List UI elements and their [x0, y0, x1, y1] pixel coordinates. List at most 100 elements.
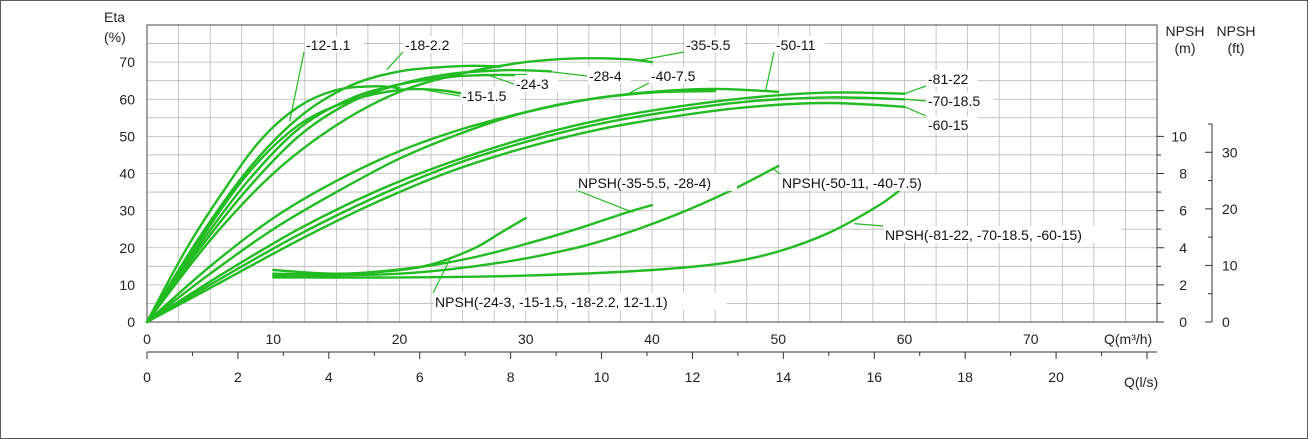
label-leader	[538, 69, 588, 77]
eta-tick-label: 60	[119, 91, 135, 107]
q-ls-tick-label: 8	[507, 369, 515, 385]
curve-label-35-5-5: -35-5.5	[686, 37, 731, 53]
label-background	[781, 174, 949, 191]
npsh-m-tick-label: 8	[1179, 166, 1187, 182]
q-ls-tick-label: 0	[143, 369, 151, 385]
curve-labels: -12-1.1 -18-2.2 -15-1.5 -24-3 -28-4 -35-5.5 -4…	[289, 36, 1122, 310]
npsh-curve-npsh-81-22-70-18-5-60-15	[272, 185, 906, 279]
eta-tick-label: 0	[127, 314, 135, 330]
label-background	[305, 36, 364, 53]
eta-tick-label: 70	[119, 54, 135, 70]
label-background	[404, 36, 463, 53]
npsh-ft-tick-label: 30	[1222, 144, 1238, 160]
q-m3h-tick-label: 30	[518, 331, 534, 347]
curve-label-npsh-35-5-5-28-4: NPSH(-35-5.5, -28-4)	[578, 175, 711, 191]
eta-curve-28-4	[145, 68, 553, 324]
q-m3h-axis-label: Q(m³/h)	[1104, 331, 1152, 347]
eta-curve-70-18-5	[145, 96, 906, 324]
npsh-ft-axis-label: NPSH	[1217, 23, 1256, 39]
label-leader	[904, 98, 927, 102]
curve-label-npsh-50-11-40-7-5: NPSH(-50-11, -40-7.5)	[782, 175, 922, 191]
q-m3h-tick-label: 20	[392, 331, 408, 347]
q-m3h-tick-label: 10	[265, 331, 281, 347]
curve-label-40-7-5: -40-7.5	[651, 68, 696, 84]
label-leader	[289, 51, 305, 122]
q-m3h-tick-label: 70	[1023, 331, 1039, 347]
label-background	[434, 293, 727, 310]
eta-curve-50-11	[145, 87, 780, 324]
q-ls-tick-label: 12	[685, 369, 701, 385]
label-leader	[386, 51, 404, 70]
label-background	[927, 116, 978, 133]
label-leader	[771, 167, 781, 175]
curve-label-28-4: -28-4	[589, 68, 622, 84]
npsh-m-tick-label: 0	[1179, 314, 1187, 330]
curve-label-81-22: -81-22	[928, 71, 969, 87]
npsh-m-axis-unit: (m)	[1175, 40, 1196, 56]
label-background	[927, 70, 978, 87]
label-leader	[904, 106, 927, 117]
npsh-ft-tick-label: 0	[1222, 314, 1230, 330]
label-background	[685, 36, 744, 53]
eta-axis-unit: (%)	[104, 29, 126, 45]
eta-curve-60-15	[145, 101, 906, 324]
eta-tick-label: 50	[119, 128, 135, 144]
q-ls-tick-label: 4	[325, 369, 333, 385]
label-background	[461, 87, 520, 104]
q-ls-tick-label: 6	[416, 369, 424, 385]
curve-label-24-3: -24-3	[516, 76, 549, 92]
q-m3h-tick-label: 50	[770, 331, 786, 347]
eta-curve-24-3	[145, 73, 527, 324]
curve-label-70-18-5: -70-18.5	[928, 93, 980, 109]
q-ls-tick-label: 2	[234, 369, 242, 385]
label-leader	[765, 51, 775, 91]
npsh-ft-tick-label: 20	[1222, 201, 1238, 217]
npsh-m-tick-label: 6	[1179, 203, 1187, 219]
eta-curve-15-1-5	[145, 87, 464, 324]
label-leader	[853, 223, 884, 227]
q-ls-tick-label: 18	[957, 369, 973, 385]
npsh-m-axis-label: NPSH	[1166, 23, 1205, 39]
npsh-ft-axis-unit: (ft)	[1227, 40, 1244, 56]
label-leader	[424, 89, 461, 97]
q-ls-axis-label: Q(l/s)	[1124, 374, 1158, 390]
curve-label-50-11: -50-11	[776, 37, 816, 53]
label-background	[577, 174, 737, 191]
label-background	[515, 75, 558, 92]
label-background	[775, 36, 826, 53]
q-ls-tick-label: 14	[776, 369, 792, 385]
label-background	[650, 67, 709, 84]
eta-tick-label: 10	[119, 277, 135, 293]
curve-label-18-2-2: -18-2.2	[405, 37, 450, 53]
npsh-ft-tick-label: 10	[1222, 257, 1238, 273]
q-ls-tick-label: 10	[594, 369, 610, 385]
label-leader	[432, 258, 451, 294]
curve-label-npsh-81-22-70-18-5-60-15: NPSH(-81-22, -70-18.5, -60-15)	[885, 227, 1082, 243]
label-leader	[575, 189, 634, 214]
npsh-curve-npsh-35-5-5-28-4	[272, 203, 654, 276]
label-background	[588, 67, 631, 84]
eta-curve-12-1-1	[145, 85, 401, 324]
npsh-m-tick-label: 4	[1179, 240, 1187, 256]
eta-curve-81-22	[145, 91, 906, 324]
npsh-m-tick-label: 2	[1179, 277, 1187, 293]
q-m3h-tick-label: 60	[897, 331, 913, 347]
eta-curve-35-5-5	[145, 57, 654, 324]
q-m3h-tick-label: 0	[143, 331, 151, 347]
label-background	[927, 92, 994, 109]
eta-tick-label: 40	[119, 166, 135, 182]
q-ls-tick-label: 20	[1048, 369, 1064, 385]
eta-tick-label: 20	[119, 240, 135, 256]
curve-label-12-1-1: -12-1.1	[306, 37, 351, 53]
label-leader	[626, 82, 650, 95]
npsh-m-tick-label: 10	[1171, 128, 1187, 144]
curve-label-60-15: -60-15	[928, 117, 969, 133]
eta-curve-18-2-2	[145, 64, 502, 324]
q-ls-tick-label: 16	[866, 369, 882, 385]
curves	[145, 57, 906, 324]
label-leader	[904, 85, 927, 95]
curve-label-npsh-24-3-15-1-5-18-2-2-12-1-1: NPSH(-24-3, -15-1.5, -18-2.2, 12-1.1)	[435, 294, 668, 310]
